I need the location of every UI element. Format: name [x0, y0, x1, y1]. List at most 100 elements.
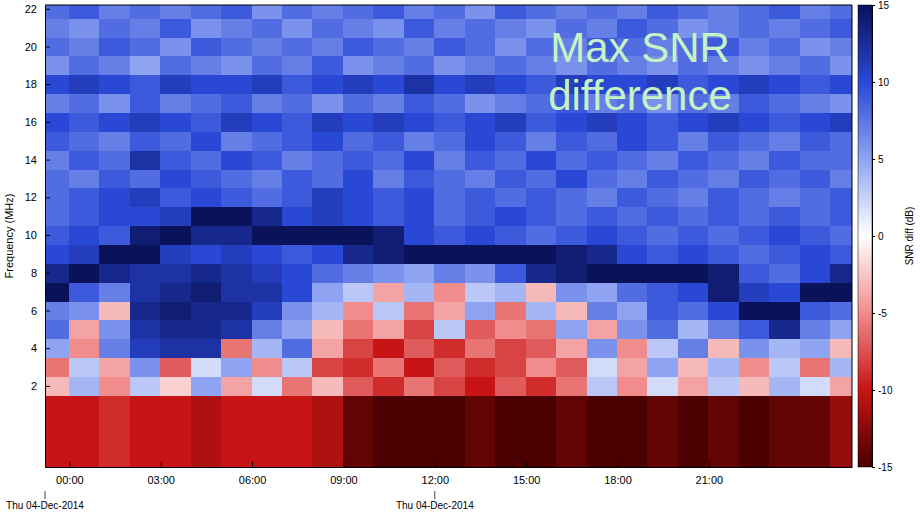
heat-cell — [99, 74, 131, 94]
heat-cell — [708, 357, 740, 377]
heat-cell — [99, 37, 131, 56]
heat-cell — [434, 187, 466, 207]
heat-cell — [830, 74, 852, 94]
heat-cell — [617, 131, 648, 151]
heat-cell — [556, 301, 588, 320]
heat-cell — [252, 93, 283, 113]
heat-cell — [800, 150, 831, 170]
heat-cell — [647, 395, 679, 467]
heat-cell — [769, 263, 801, 283]
heat-cell — [495, 301, 527, 320]
heat-cell — [343, 37, 374, 56]
y-tick-label: 16 — [25, 116, 37, 128]
heat-cell — [404, 187, 435, 207]
heat-cell — [343, 5, 374, 19]
heat-cell — [130, 395, 161, 467]
heat-cell — [160, 187, 192, 207]
heat-cell — [769, 18, 801, 38]
heat-cell — [221, 357, 253, 377]
heat-cell — [45, 5, 70, 19]
heat-cell — [252, 357, 283, 377]
heat-cell — [130, 131, 161, 151]
heat-cell — [99, 55, 131, 75]
heat-cell — [434, 244, 466, 264]
heat-cell — [556, 319, 588, 339]
y-tick: 10 — [25, 229, 50, 241]
heat-cell — [160, 18, 192, 38]
heat-cell — [45, 319, 70, 339]
heat-cell — [434, 93, 466, 113]
date-tick-label: Thu 04-Dec-2014 — [396, 500, 474, 511]
annotation-line: Max SNR — [550, 24, 730, 71]
heat-cell — [69, 263, 100, 283]
heat-cell — [678, 282, 709, 302]
heat-cell — [587, 395, 618, 467]
heat-cell — [678, 169, 709, 188]
heat-cell — [312, 395, 344, 467]
heat-cell — [282, 282, 313, 302]
heat-cell — [99, 301, 131, 320]
heat-cell — [221, 131, 253, 151]
heat-cell — [404, 5, 435, 19]
heat-cell — [678, 5, 709, 19]
colorbar — [858, 5, 872, 467]
heat-cell — [434, 55, 466, 75]
heat-cell — [282, 263, 313, 283]
heat-cell — [45, 37, 70, 56]
date-tick-mark — [45, 491, 46, 499]
y-tick: 12 — [25, 191, 50, 203]
heat-cell — [221, 5, 253, 19]
y-tick-mark — [45, 273, 50, 274]
heat-cell — [617, 187, 648, 207]
heat-cell — [526, 282, 557, 302]
x-tick-mark — [709, 462, 710, 467]
heat-cell — [434, 338, 466, 358]
heat-cell — [708, 282, 740, 302]
heat-cell — [769, 395, 801, 467]
heat-cell — [160, 263, 192, 283]
x-tick-mark — [343, 462, 344, 467]
heat-cell — [45, 395, 70, 467]
heat-cell — [769, 5, 801, 19]
heat-cell — [434, 319, 466, 339]
heat-cell — [312, 169, 344, 188]
heat-cell — [739, 93, 770, 113]
heat-cell — [160, 37, 192, 56]
heat-cell — [404, 112, 435, 132]
heat-cell — [252, 131, 283, 151]
heat-cell — [343, 244, 374, 264]
heat-cell — [465, 244, 496, 264]
heat-cell — [373, 169, 405, 188]
heat-cell — [191, 357, 222, 377]
heat-cell — [191, 263, 222, 283]
heat-cell — [69, 55, 100, 75]
heat-cell — [160, 74, 192, 94]
y-tick-label: 10 — [25, 229, 37, 241]
y-tick-mark — [45, 348, 50, 349]
heat-cell — [160, 169, 192, 188]
heat-cell — [434, 395, 466, 467]
heat-cell — [678, 150, 709, 170]
heat-cell — [373, 5, 405, 19]
colorbar-tick-label: 15 — [878, 0, 890, 11]
heat-cell — [99, 112, 131, 132]
heat-cell — [221, 93, 253, 113]
heat-cell — [769, 357, 801, 377]
heat-cell — [191, 112, 222, 132]
heat-cell — [434, 150, 466, 170]
heat-cell — [69, 112, 100, 132]
heat-cell — [404, 263, 435, 283]
heat-cell — [678, 319, 709, 339]
y-tick: 14 — [25, 154, 50, 166]
heat-cell — [191, 187, 222, 207]
heat-cell — [69, 357, 100, 377]
heat-cell — [312, 301, 344, 320]
heat-cell — [830, 93, 852, 113]
heat-cell — [465, 37, 496, 56]
heat-cell — [526, 131, 557, 151]
heat-cell — [830, 244, 852, 264]
heat-cell — [99, 338, 131, 358]
heat-cell — [130, 282, 161, 302]
heat-cell — [45, 74, 70, 94]
heat-cell — [495, 131, 527, 151]
